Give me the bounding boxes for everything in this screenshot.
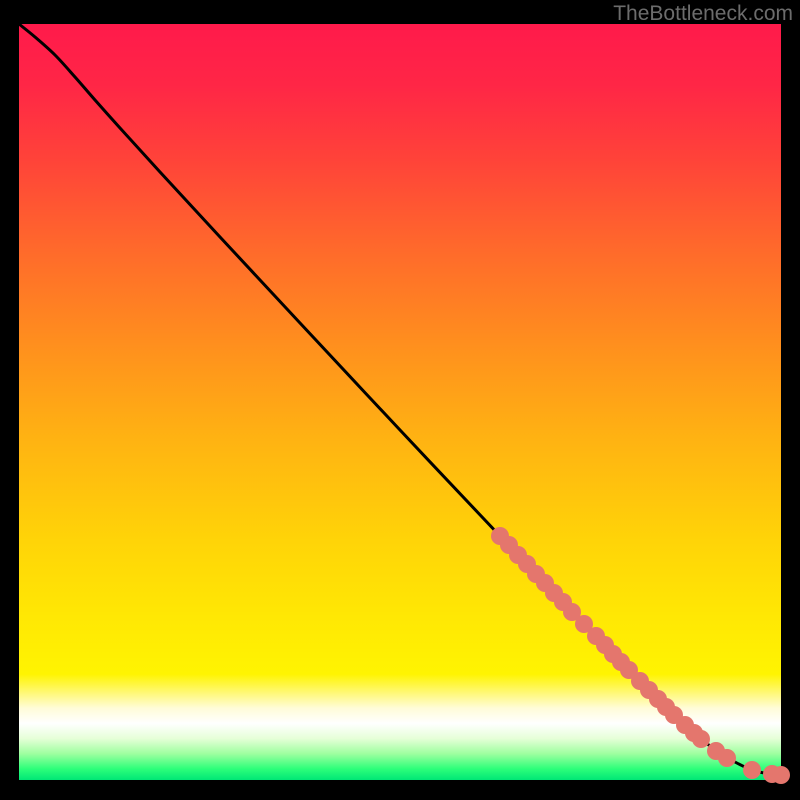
- chart-stage: TheBottleneck.com: [0, 0, 800, 800]
- attribution-watermark: TheBottleneck.com: [613, 2, 793, 26]
- gradient-plot-area: [19, 24, 781, 780]
